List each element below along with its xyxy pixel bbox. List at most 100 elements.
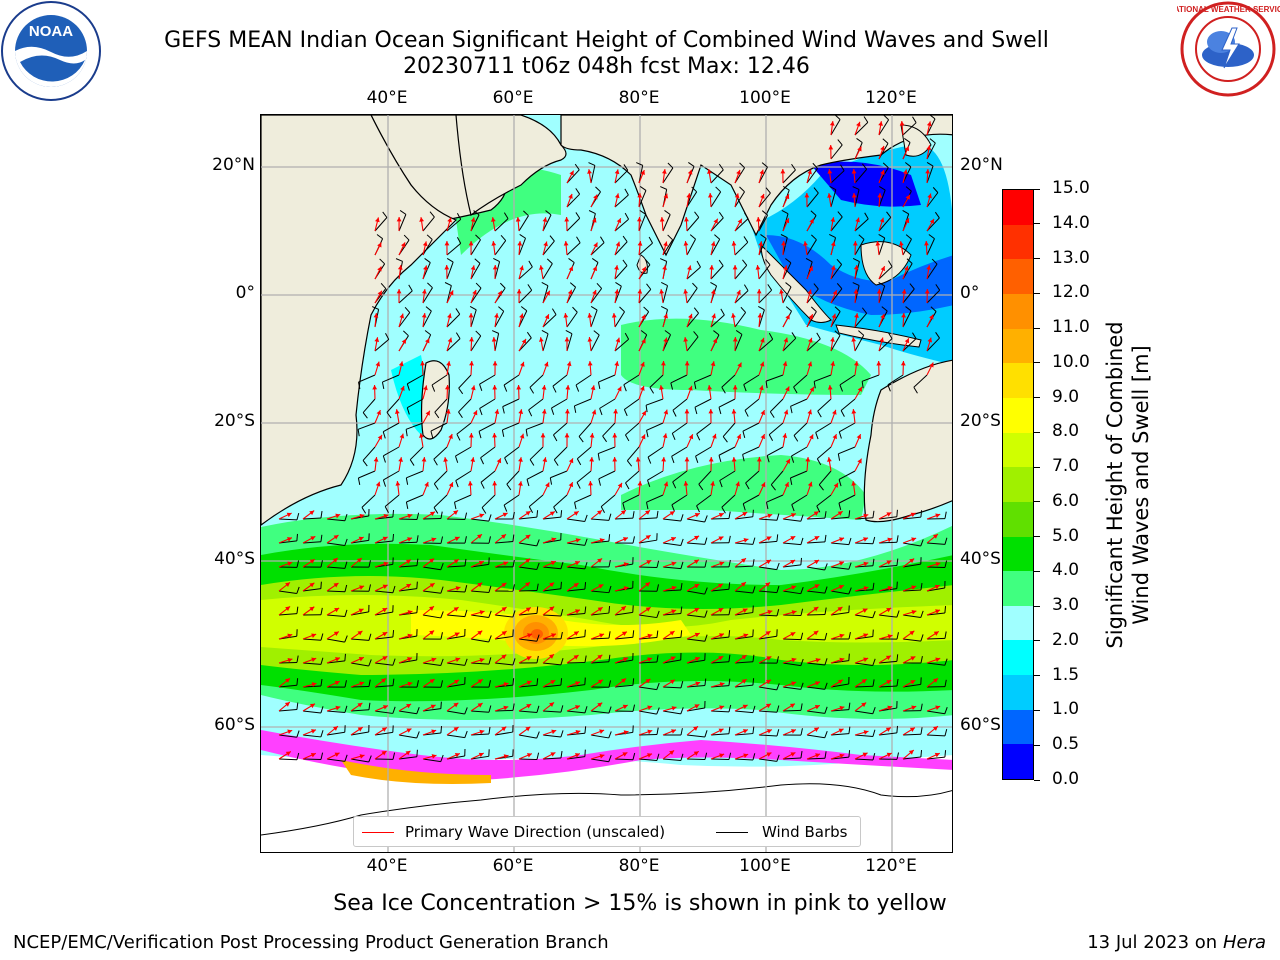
wave-direction-arrow xyxy=(278,729,293,736)
wave-direction-arrow xyxy=(686,656,701,664)
wave-direction-arrow xyxy=(710,536,724,544)
wave-direction-arrow xyxy=(878,145,885,160)
wave-direction-arrow xyxy=(710,241,716,256)
wind-barb xyxy=(470,282,482,304)
wave-direction-arrow xyxy=(686,265,692,280)
wind-barb xyxy=(470,726,491,736)
wave-direction-arrow xyxy=(446,433,453,448)
wave-direction-arrow xyxy=(878,727,892,736)
wave-direction-arrow xyxy=(731,313,736,328)
wave-direction-arrow xyxy=(662,481,669,496)
wind-barb xyxy=(528,494,544,514)
wave-direction-arrow xyxy=(781,240,786,256)
colorbar-tick-label: 12.0 xyxy=(1052,282,1090,303)
wind-barb xyxy=(374,725,394,736)
wave-direction-arrow xyxy=(710,607,724,616)
wind-barb xyxy=(494,725,514,736)
wave-direction-arrow xyxy=(782,361,788,376)
wave-direction-arrow xyxy=(492,384,498,400)
wind-barb xyxy=(743,374,760,392)
wave-direction-arrow xyxy=(851,337,857,352)
wind-barb xyxy=(350,560,371,568)
wave-direction-arrow xyxy=(731,409,737,424)
wind-barb xyxy=(278,655,299,664)
wind-barb xyxy=(662,561,684,570)
wind-barb xyxy=(350,679,371,688)
wind-barb xyxy=(518,752,540,761)
wind-barb xyxy=(878,162,889,184)
wind-barb xyxy=(350,659,372,667)
wave-direction-arrow xyxy=(758,559,772,568)
antarctica-coastline xyxy=(261,783,952,836)
wave-direction-arrow xyxy=(590,242,598,256)
wave-direction-arrow xyxy=(637,192,643,208)
wind-barb xyxy=(518,210,529,232)
land-madagascar xyxy=(420,360,450,440)
wind-barb xyxy=(693,374,712,390)
wave-direction-arrow xyxy=(446,558,460,568)
wave-direction-arrow xyxy=(446,290,454,304)
wind-barb xyxy=(614,536,635,544)
wave-direction-arrow xyxy=(374,677,387,688)
wind-barb xyxy=(590,585,612,594)
wave-direction-arrow xyxy=(446,752,461,760)
wave-direction-arrow xyxy=(638,338,646,352)
wind-barb xyxy=(542,658,564,666)
wind-barb xyxy=(758,629,778,640)
wind-barb xyxy=(469,305,477,328)
wind-barb xyxy=(541,329,549,352)
wave-direction-arrow xyxy=(467,480,473,496)
wind-barb xyxy=(525,422,544,437)
wind-barb xyxy=(302,560,323,568)
wind-barb xyxy=(590,282,603,304)
wind-barb xyxy=(686,678,707,688)
wave-direction-arrow xyxy=(686,385,693,400)
wave-direction-arrow xyxy=(638,606,651,616)
wave-direction-arrow xyxy=(709,264,715,280)
wind-barb xyxy=(374,630,395,640)
wave-direction-arrow xyxy=(374,584,388,592)
wind-barb xyxy=(878,281,886,304)
wave-direction-arrow xyxy=(302,633,317,640)
wind-barb xyxy=(590,513,612,521)
wave-direction-arrow xyxy=(566,654,579,664)
wind-barb xyxy=(806,706,828,714)
wind-barb xyxy=(518,655,539,664)
wave-direction-arrow xyxy=(419,433,424,448)
wind-barb xyxy=(386,398,400,419)
wind-barb xyxy=(926,234,935,256)
wave-direction-arrow xyxy=(830,705,845,712)
wave-direction-arrow xyxy=(590,509,603,520)
wave-direction-arrow xyxy=(398,681,413,688)
wind-barb xyxy=(926,115,936,136)
wind-barb xyxy=(734,259,748,280)
wind-barb xyxy=(590,559,611,568)
wind-barb xyxy=(326,538,348,547)
wave-direction-arrow xyxy=(446,361,451,376)
wave-direction-arrow xyxy=(830,482,839,496)
wave-direction-layer xyxy=(278,121,941,760)
wave-direction-arrow xyxy=(470,630,483,640)
wind-barb xyxy=(758,305,765,328)
wind-barb xyxy=(326,705,348,714)
wave-direction-arrow xyxy=(542,560,557,568)
wave-direction-arrow xyxy=(782,337,789,352)
wind-barb xyxy=(518,284,533,304)
wind-barb xyxy=(446,707,468,715)
wave-direction-arrow xyxy=(491,337,497,352)
wave-direction-arrow xyxy=(902,194,911,208)
wave-direction-arrow xyxy=(373,457,379,472)
wind-barb xyxy=(518,260,533,280)
wave-direction-arrow xyxy=(614,169,620,184)
wave-direction-arrow xyxy=(708,408,714,424)
wave-direction-arrow xyxy=(614,677,627,688)
wind-barb xyxy=(566,726,587,736)
wave-direction-arrow xyxy=(566,705,581,712)
wave-direction-arrow xyxy=(302,752,317,760)
wind-barb xyxy=(742,422,760,439)
lat-label-right-20s: 20°S xyxy=(960,411,1001,431)
wind-barb xyxy=(830,562,852,570)
wave-direction-arrow xyxy=(878,121,883,136)
colorbar-tick-label: 4.0 xyxy=(1052,560,1080,581)
wave-direction-arrow xyxy=(875,241,881,256)
